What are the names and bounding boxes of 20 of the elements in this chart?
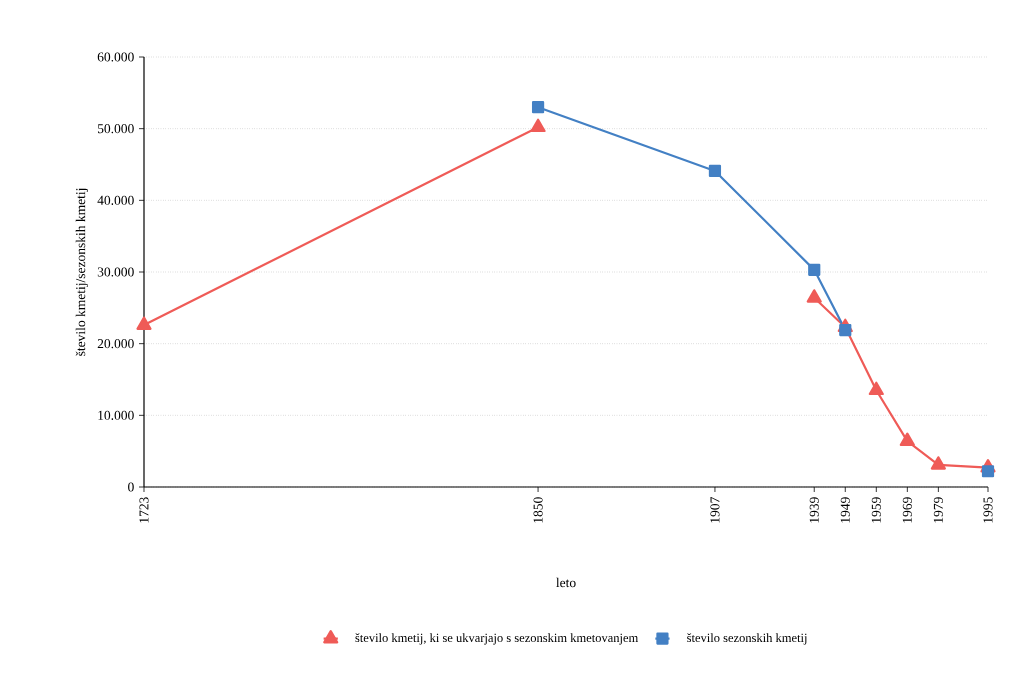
y-tick-label: 10.000 <box>98 410 134 420</box>
x-tick-label: 1939 <box>809 497 819 523</box>
y-tick-label: 50.000 <box>97 124 134 134</box>
y-tick-label: 30.000 <box>97 267 134 277</box>
x-axis-title: leto <box>556 577 576 588</box>
y-axis-title: število kmetij/sezonskih kmetij <box>75 188 88 356</box>
x-tick-label: 1959 <box>871 497 881 523</box>
x-tick-label: 1850 <box>533 497 543 523</box>
x-tick-label: 1995 <box>983 497 993 523</box>
x-tick-label: 1979 <box>933 497 943 523</box>
x-tick-label: 1969 <box>902 497 912 523</box>
legend-label: število kmetij, ki se ukvarjajo s sezonskim kmetovanjem <box>355 633 639 645</box>
y-tick-label: 60.000 <box>97 52 134 62</box>
x-tick-label: 1949 <box>840 497 850 523</box>
legend-label: število sezonskih kmetij <box>687 633 807 645</box>
y-tick-label: 0 <box>128 482 134 492</box>
x-tick-label: 1907 <box>710 497 720 523</box>
x-tick-label: 1723 <box>139 497 149 523</box>
y-tick-label: 40.000 <box>97 195 134 205</box>
y-tick-label: 20.000 <box>97 339 134 349</box>
